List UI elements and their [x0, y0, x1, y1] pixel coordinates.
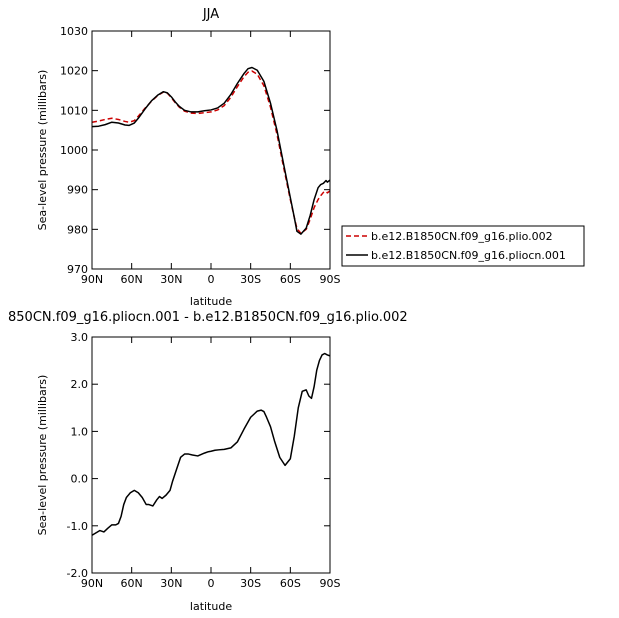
top-chart-ylabel: Sea-level pressure (millibars)	[36, 70, 49, 231]
x-tick-label: 60N	[121, 273, 143, 286]
x-tick-label: 0	[208, 273, 215, 286]
x-tick-label: 60S	[280, 273, 301, 286]
top-chart: JJA 90N 60N 30N 0 30S 60S 90S 970 980 990 1000 1010…	[36, 7, 341, 308]
x-tick-label: 60S	[280, 577, 301, 590]
legend-label-pliocn: b.e12.B1850CN.f09_g16.pliocn.001	[371, 249, 566, 262]
series-line-0	[91, 70, 331, 235]
top-chart-ticks: 90N 60N 30N 0 30S 60S 90S 970 980 990 1000 1010 1020…	[60, 25, 341, 286]
x-tick-label: 90N	[81, 273, 103, 286]
y-tick-label: 990	[67, 184, 88, 197]
bottom-chart-line	[91, 352, 331, 536]
x-tick-label: 0	[208, 577, 215, 590]
series-line-1	[91, 66, 331, 235]
top-chart-title: JJA	[202, 7, 219, 22]
x-tick-label: 90N	[81, 577, 103, 590]
bottom-chart-ticks: 90N 60N 30N 0 30S 60S 90S -2.0 -1.0 0.0 1.0 2.0 3.0	[67, 331, 341, 590]
x-tick-label: 60N	[121, 577, 143, 590]
x-tick-label: 30N	[160, 273, 182, 286]
y-tick-label: -2.0	[67, 567, 88, 580]
y-tick-label: 0.0	[71, 473, 89, 486]
x-tick-label: 30S	[240, 577, 261, 590]
y-tick-label: 3.0	[71, 331, 89, 344]
legend-label-plio: b.e12.B1850CN.f09_g16.plio.002	[371, 230, 553, 243]
y-tick-label: 1030	[60, 25, 88, 38]
y-tick-label: -1.0	[67, 520, 88, 533]
y-tick-label: 1.0	[71, 425, 89, 438]
bottom-chart-ylabel: Sea-level pressure (millibars)	[36, 375, 49, 536]
bottom-chart-frame	[91, 336, 331, 574]
top-chart-xlabel: latitude	[190, 295, 232, 308]
x-tick-label: 30N	[160, 577, 182, 590]
y-tick-label: 1020	[60, 65, 88, 78]
series-line-0	[91, 352, 331, 536]
top-chart-frame	[91, 30, 331, 270]
legend: b.e12.B1850CN.f09_g16.plio.002 b.e12.B18…	[341, 225, 585, 267]
x-tick-label: 90S	[320, 273, 341, 286]
bottom-chart: 850CN.f09_g16.pliocn.001 - b.e12.B1850CN…	[8, 310, 408, 613]
bottom-chart-xlabel: latitude	[190, 600, 232, 613]
legend-box	[341, 225, 585, 267]
y-tick-label: 1000	[60, 144, 88, 157]
y-tick-label: 970	[67, 263, 88, 276]
top-chart-lines	[91, 66, 331, 235]
bottom-chart-title: 850CN.f09_g16.pliocn.001 - b.e12.B1850CN…	[8, 310, 408, 325]
x-tick-label: 30S	[240, 273, 261, 286]
y-tick-label: 980	[67, 223, 88, 236]
y-tick-label: 2.0	[71, 378, 89, 391]
x-tick-label: 90S	[320, 577, 341, 590]
y-tick-label: 1010	[60, 104, 88, 117]
